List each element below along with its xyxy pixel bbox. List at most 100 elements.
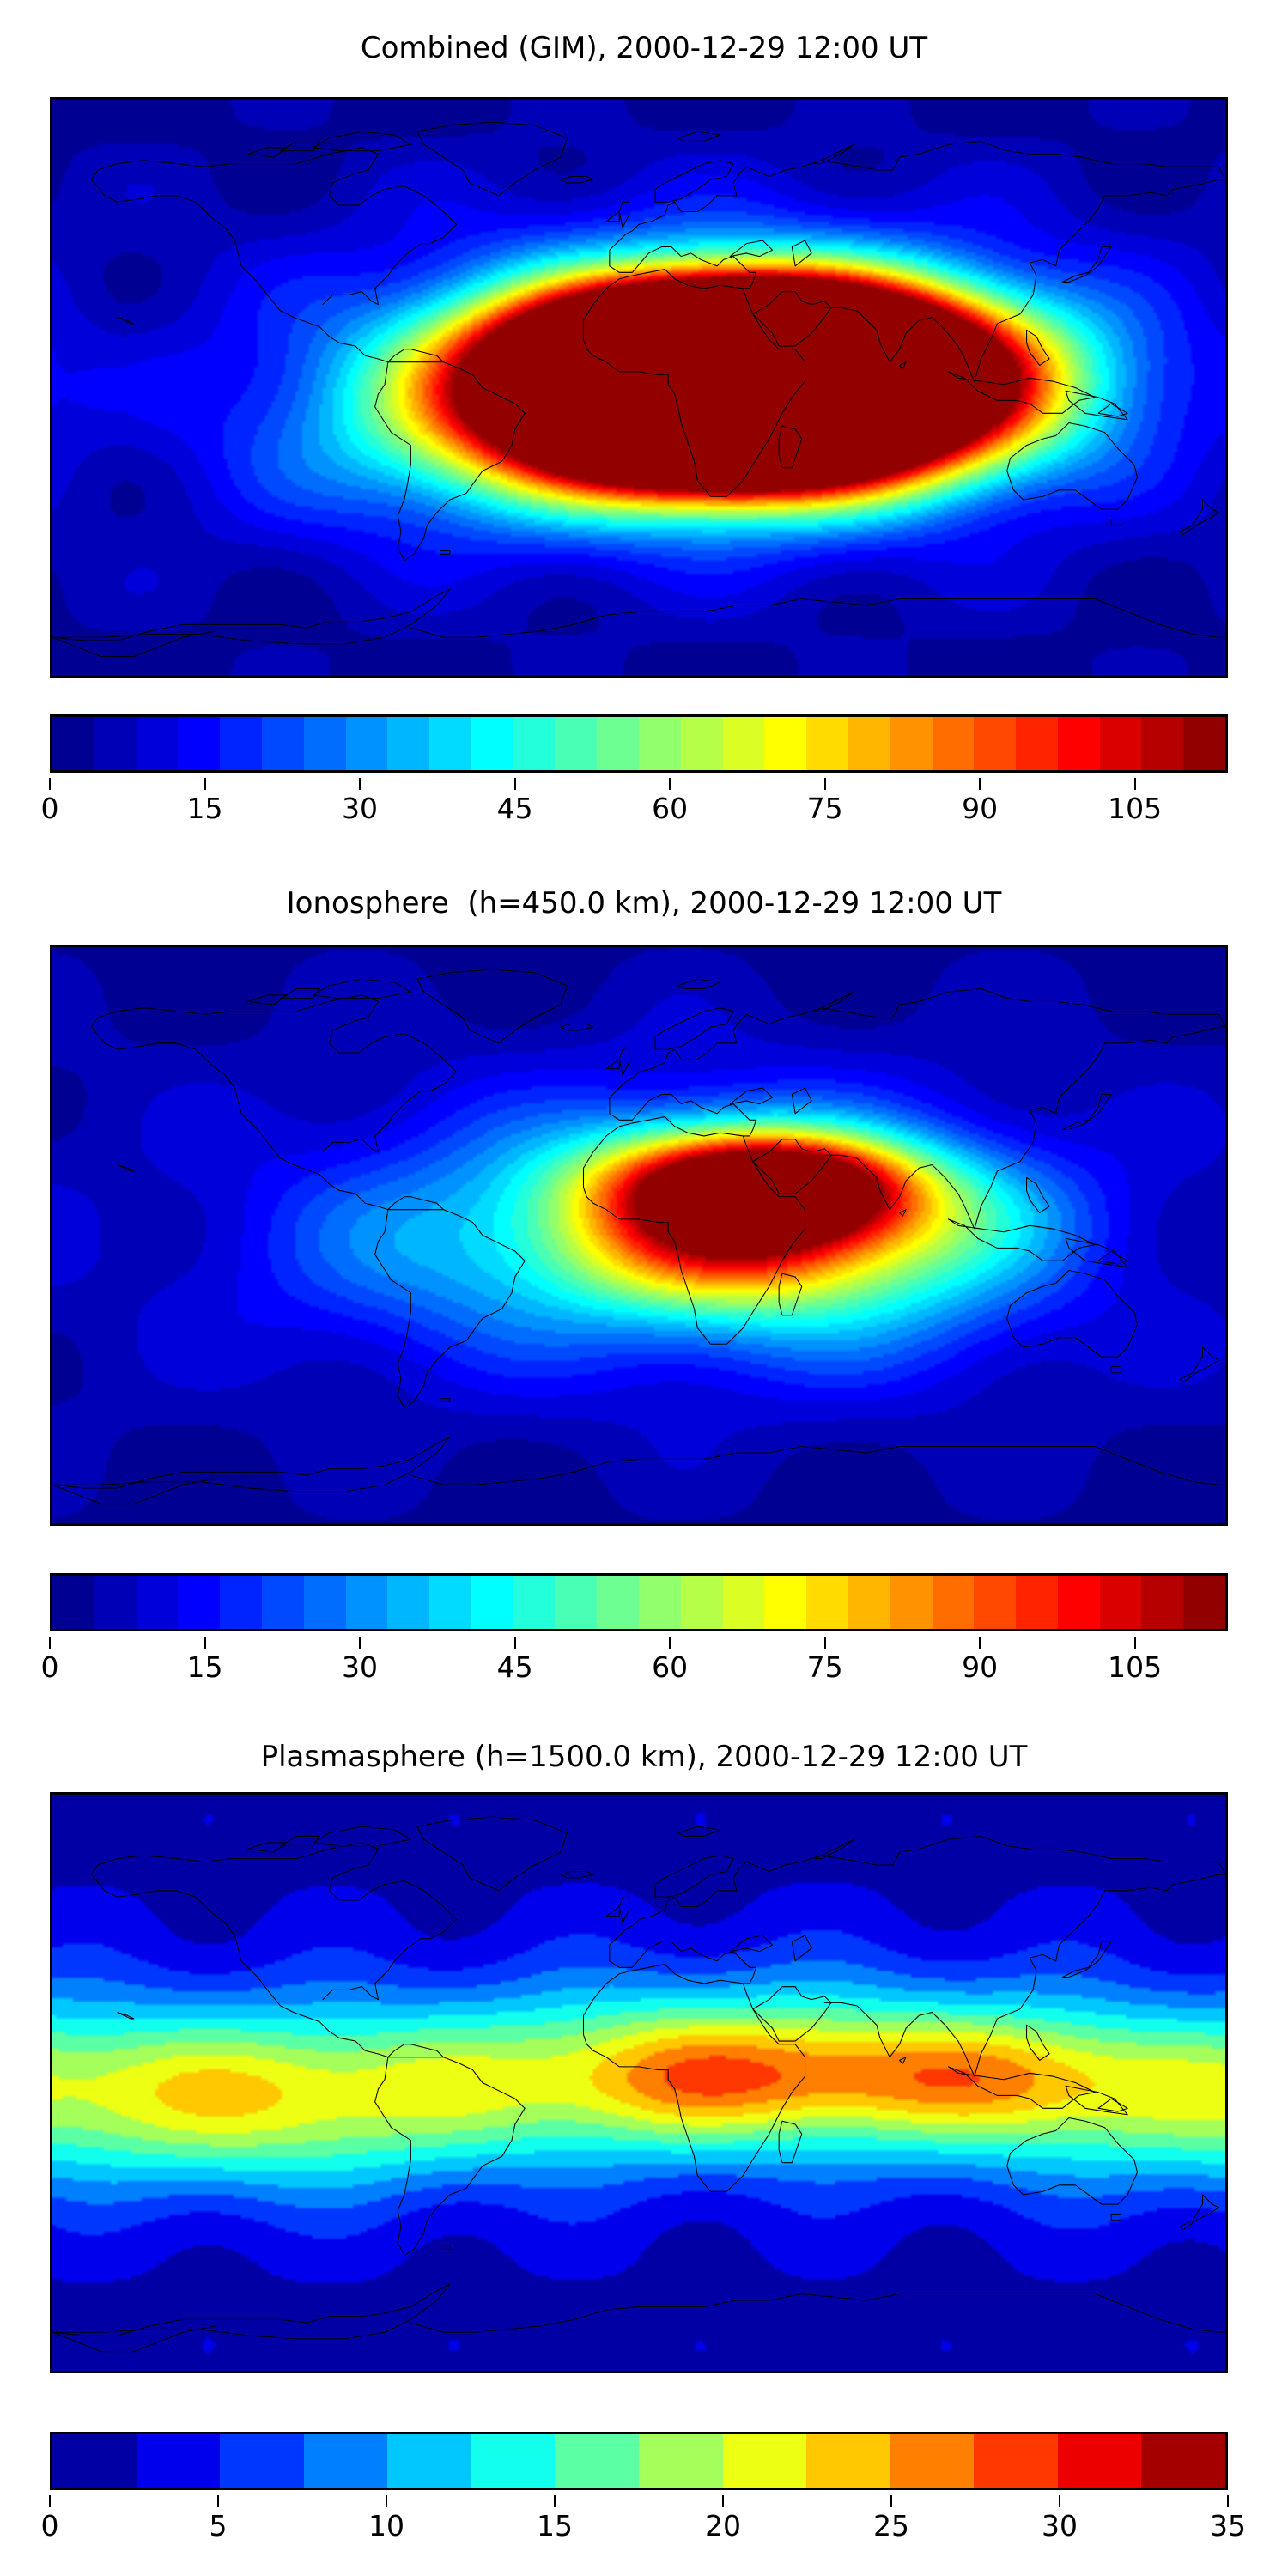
- map-contour-field-plasmasphere: [52, 1795, 1225, 2371]
- colorbar-band: [471, 1576, 514, 1629]
- colorbar-tick-label: 10: [368, 2509, 404, 2543]
- colorbar-band: [471, 717, 514, 770]
- colorbar-ticks-plasmasphere: 0 5 10 15 20 25 30 35: [41, 2495, 1246, 2543]
- colorbar-tick-mark: [979, 778, 981, 790]
- coastline-path: [92, 148, 457, 305]
- coastline-path: [792, 1088, 811, 1114]
- coastline-path: [779, 2121, 802, 2162]
- colorbar-tick-mark: [386, 2495, 387, 2507]
- colorbar-tick-label: 0: [40, 2509, 59, 2543]
- coastline-path: [92, 179, 388, 361]
- colorbar-band: [1141, 2434, 1225, 2488]
- map-axes-plasmasphere[interactable]: [50, 1792, 1228, 2373]
- colorbar-band: [890, 1576, 933, 1629]
- map-axes-ionosphere[interactable]: [50, 945, 1228, 1526]
- colorbar-band: [303, 1576, 347, 1629]
- colorbar-band: [1183, 717, 1225, 770]
- colorbar-ticks-combined-gim: 0 15 30 45 60 75 90 105: [41, 778, 1228, 826]
- colorbar-band: [220, 2434, 305, 2488]
- coastline-path: [730, 1935, 772, 1952]
- colorbar-tick-label: 25: [873, 2509, 909, 2543]
- coastline-path: [753, 1139, 831, 1194]
- colorbar-band: [1057, 717, 1101, 770]
- colorbar-tick-mark: [204, 778, 206, 790]
- colorbar-band: [932, 1576, 975, 1629]
- coastline-layer: [52, 1795, 1225, 2371]
- colorbar-tick-mark: [49, 1637, 51, 1649]
- coastline-path: [323, 292, 379, 305]
- coastline-path: [281, 988, 320, 998]
- colorbar-tick-mark: [1133, 778, 1136, 790]
- colorbar-tick-label: 30: [342, 1650, 379, 1684]
- colorbar-plasmasphere[interactable]: [50, 2432, 1228, 2490]
- colorbar-band: [178, 1576, 221, 1629]
- map-axes-combined-gim[interactable]: [50, 97, 1228, 678]
- coastline-path: [639, 2294, 1225, 2333]
- colorbar-tick-label: 20: [705, 2509, 741, 2543]
- coastline-layer: [52, 947, 1225, 1523]
- colorbar-band: [345, 717, 389, 770]
- coastline-path: [678, 979, 720, 988]
- coastline-path: [619, 1049, 629, 1075]
- colorbar-gradient: [52, 2434, 1225, 2488]
- colorbar-tick-mark: [513, 778, 516, 790]
- colorbar-tick-mark: [49, 778, 51, 790]
- colorbar-band: [680, 717, 724, 770]
- coastline-path: [606, 211, 619, 221]
- coastline-path: [1066, 391, 1127, 420]
- colorbar-band: [513, 717, 556, 770]
- colorbar-band: [387, 2434, 472, 2488]
- colorbar-tick-mark: [204, 1637, 206, 1649]
- colorbar-tick-label: 75: [806, 1650, 843, 1684]
- coastline-path: [1098, 404, 1127, 416]
- coastline-path: [792, 1935, 811, 1961]
- coastline-layer: [52, 100, 1225, 676]
- coastline-path: [948, 1219, 1095, 1261]
- coastline-path: [655, 1856, 733, 1897]
- coastline-path: [417, 1817, 568, 1891]
- colorbar-tick-mark: [49, 2495, 51, 2507]
- coastline-path: [1062, 1094, 1111, 1129]
- coastline-path: [1066, 2086, 1127, 2115]
- coastline-path: [323, 1139, 379, 1152]
- colorbar-tick-label: 90: [962, 792, 999, 825]
- colorbar-tick-mark: [554, 2495, 556, 2507]
- colorbar-tick-label: 15: [537, 2509, 573, 2543]
- colorbar-tick-label: 5: [209, 2509, 228, 2543]
- coastline-path: [1007, 2118, 1138, 2205]
- coastline-path: [375, 1210, 526, 1408]
- coastline-path: [639, 599, 1225, 638]
- coastline-path: [753, 292, 831, 346]
- colorbar-tick-mark: [823, 778, 826, 790]
- colorbar-combined-gim[interactable]: [50, 714, 1228, 773]
- colorbar-band: [52, 2434, 137, 2488]
- coastline-path: [52, 631, 216, 657]
- colorbar-band: [722, 2434, 807, 2488]
- coastline-path: [610, 141, 1225, 250]
- colorbar-band: [555, 717, 598, 770]
- colorbar-band: [1099, 1576, 1143, 1629]
- colorbar-tick-label: 15: [186, 792, 223, 825]
- colorbar-band: [764, 1576, 807, 1629]
- coastline-path: [388, 1197, 444, 1210]
- coastline-path: [118, 2012, 134, 2018]
- colorbar-band: [1141, 1576, 1185, 1629]
- coastline-path: [1098, 1251, 1127, 1264]
- colorbar-ionosphere[interactable]: [50, 1573, 1228, 1631]
- coastline-path: [375, 362, 526, 561]
- coastline-path: [753, 1987, 831, 2041]
- coastline-path: [561, 176, 593, 182]
- panel-title-plasmasphere: Plasmasphere (h=1500.0 km), 2000-12-29 1…: [260, 1740, 1028, 1774]
- coastline-path: [948, 2067, 1095, 2108]
- colorbar-band: [136, 1576, 179, 1629]
- colorbar-tick-label: 30: [1042, 2509, 1078, 2543]
- coastline-path: [388, 2044, 444, 2057]
- coastline-path: [779, 426, 802, 467]
- coastline-path: [900, 1210, 907, 1216]
- colorbar-tick-label: 30: [342, 792, 379, 825]
- coastline-path: [619, 202, 629, 228]
- colorbar-band: [471, 2434, 556, 2488]
- coastline-path: [815, 144, 854, 163]
- colorbar-band: [261, 1576, 305, 1629]
